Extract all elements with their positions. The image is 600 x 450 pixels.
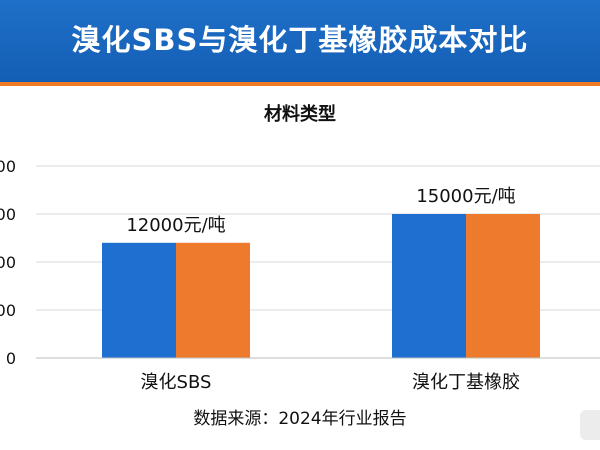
- header-bar: 溴化SBS与溴化丁基橡胶成本对比: [0, 0, 600, 86]
- page-title: 溴化SBS与溴化丁基橡胶成本对比: [71, 23, 529, 57]
- data-label: 15000元/吨: [416, 186, 515, 207]
- bar-right-half: [466, 214, 540, 358]
- source-note: 数据来源：2024年行业报告: [193, 409, 407, 429]
- y-tick-label: 0: [6, 349, 16, 368]
- y-axis-ticks: 0000000000000: [0, 157, 16, 368]
- y-tick-label: 000: [0, 205, 16, 224]
- y-tick-label: 000: [0, 301, 16, 320]
- bar-right-half: [176, 242, 250, 358]
- x-axis-categories: 溴化SBS 溴化丁基橡胶: [141, 372, 520, 393]
- y-tick-label: 000: [0, 253, 16, 272]
- value-labels: 12000元/吨 15000元/吨: [126, 186, 515, 236]
- y-tick-label: 000: [0, 157, 16, 176]
- x-category-label: 溴化SBS: [141, 372, 212, 393]
- bar-left-half: [392, 214, 466, 358]
- data-label: 12000元/吨: [126, 215, 225, 236]
- bars: [102, 214, 540, 358]
- chart-title: 材料类型: [264, 103, 336, 125]
- x-category-label: 溴化丁基橡胶: [412, 372, 520, 393]
- watermark-badge: [580, 410, 600, 440]
- bar-left-half: [102, 242, 176, 358]
